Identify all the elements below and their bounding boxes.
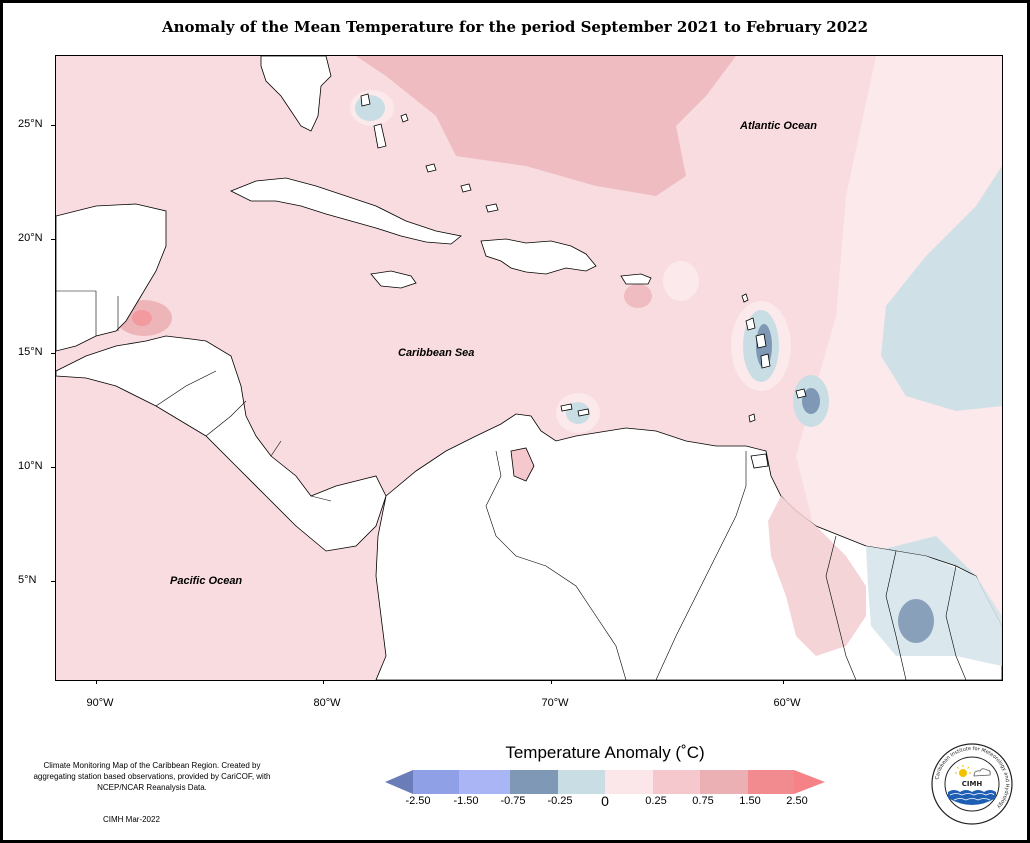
cimh-logo: Caribbean Institute for Meteorology and … <box>931 743 1013 825</box>
lat-label-25n: 25°N <box>18 118 43 130</box>
land-bahamas <box>360 93 499 213</box>
land-abc-islands <box>560 403 590 417</box>
lat-tick <box>51 467 55 468</box>
land-trinidad <box>750 453 769 469</box>
land-yucatan <box>56 203 167 352</box>
legend-label-5: 0.25 <box>645 795 667 807</box>
legend-swatch-3 <box>510 770 558 794</box>
legend-swatch-4 <box>558 770 605 794</box>
legend-label-4: 0 <box>601 793 609 809</box>
legend-swatch-7 <box>700 770 748 794</box>
cloud-icon <box>973 768 991 777</box>
label-caribbean-sea: Caribbean Sea <box>398 347 475 359</box>
map-description: Climate Monitoring Map of the Caribbean … <box>33 761 271 792</box>
land-jamaica <box>370 270 417 289</box>
lat-label-20n: 20°N <box>18 232 43 244</box>
lat-tick <box>51 239 55 240</box>
sun-icon <box>959 769 967 777</box>
land-lesser-antilles <box>741 293 807 423</box>
anomaly-map <box>56 56 1002 680</box>
lat-tick <box>51 125 55 126</box>
legend-swatch-1 <box>413 770 459 794</box>
legend-swatch-2 <box>459 770 510 794</box>
lon-label-90w: 90°W <box>86 697 114 709</box>
legend-swatch-6 <box>653 770 700 794</box>
legend-swatch-9 <box>794 770 825 794</box>
country-borders <box>56 290 967 680</box>
legend-color-bar <box>385 770 825 794</box>
legend-swatch-0 <box>385 770 413 794</box>
land-puerto-rico <box>620 273 652 285</box>
anomaly-bahamas <box>355 95 385 121</box>
map-title: Anomaly of the Mean Temperature for the … <box>161 18 869 36</box>
lon-tick <box>96 680 97 684</box>
land-central-america <box>56 335 387 552</box>
legend-title: Temperature Anomaly (˚C) <box>505 743 705 762</box>
lat-label-15n: 15°N <box>18 346 43 358</box>
map-credit: CIMH Mar-2022 <box>103 815 160 824</box>
legend-swatch-5 <box>605 770 653 794</box>
legend-label-3: -0.25 <box>547 795 573 807</box>
lon-tick <box>323 680 324 684</box>
anomaly-field-north <box>356 56 736 196</box>
label-atlantic-ocean: Atlantic Ocean <box>740 120 818 132</box>
anomaly-field-east-blue <box>881 166 1002 411</box>
anomaly-barbados <box>802 388 820 414</box>
land-hispaniola <box>480 238 597 275</box>
lon-label-80w: 80°W <box>313 697 341 709</box>
lat-tick <box>51 581 55 582</box>
map-area: Atlantic Ocean Caribbean Sea Pacific Oce… <box>55 55 1003 681</box>
land-florida <box>260 56 332 132</box>
legend-swatch-8 <box>748 770 794 794</box>
lat-tick <box>51 353 55 354</box>
legend-label-8: 2.50 <box>786 795 808 807</box>
legend-label-2: -0.75 <box>500 795 526 807</box>
lat-label-10n: 10°N <box>18 460 43 472</box>
lon-label-60w: 60°W <box>773 697 801 709</box>
label-pacific-ocean: Pacific Ocean <box>170 575 243 587</box>
legend-label-7: 1.50 <box>739 795 761 807</box>
lon-tick <box>551 680 552 684</box>
land-cuba <box>230 177 462 245</box>
logo-acronym: CIMH <box>962 780 983 788</box>
legend-label-6: 0.75 <box>692 795 714 807</box>
lat-label-5n: 5°N <box>18 574 37 586</box>
lon-tick <box>783 680 784 684</box>
legend-label-0: -2.50 <box>405 795 431 807</box>
anomaly-belize <box>132 310 152 326</box>
lake-maracaibo <box>510 447 535 482</box>
legend-label-1: -1.50 <box>453 795 479 807</box>
lon-label-70w: 70°W <box>541 697 569 709</box>
